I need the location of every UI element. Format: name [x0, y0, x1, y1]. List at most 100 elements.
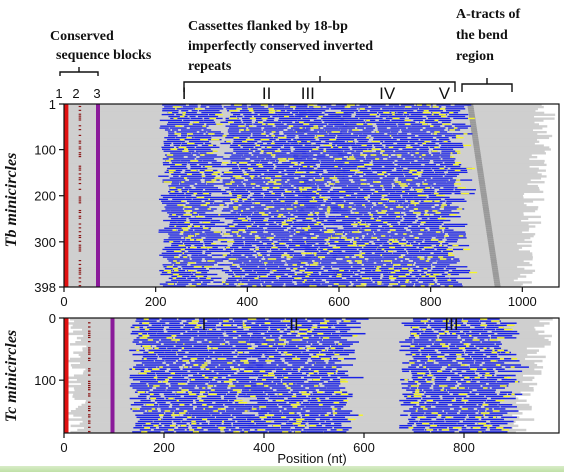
- tb-cassette-segment: [185, 172, 200, 173]
- tb-cassette-segment: [321, 222, 343, 223]
- tb-cassette-segment: [194, 137, 211, 138]
- tb-cassette-segment: [367, 179, 374, 180]
- tc-cassette-segment: [140, 394, 160, 395]
- tb-conserved-mark: [206, 203, 210, 204]
- tb-cassette-segment: [414, 197, 427, 198]
- tc-conserved-mark: [411, 402, 420, 403]
- tc-cassette-segment: [195, 408, 204, 409]
- tb-conserved-mark: [457, 208, 463, 209]
- tb-cassette-segment: [286, 222, 292, 223]
- tb-cassette-segment: [318, 264, 339, 265]
- tb-cassette-segment: [241, 131, 264, 132]
- tc-conserved-mark: [415, 391, 419, 392]
- tc-cassette-segment: [217, 366, 230, 367]
- tb-cassette-segment: [242, 120, 251, 121]
- tc-cassette-segment: [134, 339, 160, 340]
- tb-cassette-segment: [161, 195, 176, 196]
- tb-cassette-segment: [269, 208, 281, 209]
- tb-cassette-segment: [321, 118, 343, 119]
- tb-cassette-segment: [239, 166, 261, 167]
- tb-bend-tract: [484, 218, 490, 220]
- tb-cassette-segment: [366, 174, 388, 175]
- tc-cassette-segment: [214, 371, 237, 372]
- tc-cassette-segment: [447, 389, 473, 390]
- tb-conserved-mark: [279, 243, 284, 244]
- tb-cassette-segment: [411, 151, 428, 152]
- tb-cassette-segment: [196, 187, 218, 188]
- tb-conserved-mark: [223, 255, 227, 256]
- tc-cassette-segment: [248, 425, 268, 426]
- tb-cassette-segment: [420, 243, 440, 244]
- tb-cassette-segment: [296, 241, 305, 242]
- tc-cassette-segment: [468, 414, 484, 415]
- tb-cassette-segment: [306, 206, 315, 207]
- tc-cassette-segment: [331, 345, 339, 346]
- tc-conserved-mark: [259, 417, 266, 418]
- tc-cassette-segment: [321, 377, 337, 378]
- tb-conserved-mark: [203, 228, 209, 229]
- tb-conserved-mark: [398, 243, 406, 244]
- tc-cassette-segment: [435, 360, 452, 361]
- tb-cassette-segment: [195, 274, 218, 275]
- tb-cassette-segment: [446, 110, 460, 111]
- tb-cassette-segment: [259, 278, 277, 279]
- tb-cassette-segment: [322, 258, 336, 259]
- tb-cassette-segment: [341, 131, 347, 132]
- tb-conserved-mark: [258, 166, 262, 167]
- tb-conserved-mark: [230, 181, 234, 182]
- tb-conserved-mark: [197, 283, 201, 284]
- tb-cassette-segment: [253, 195, 264, 196]
- tb-cassette-segment: [291, 228, 297, 229]
- tb-conserved-mark: [313, 125, 318, 126]
- tc-cassette-segment: [150, 322, 165, 323]
- tc-cassette-segment: [161, 423, 172, 424]
- tb-conserved-mark: [304, 272, 313, 273]
- tb-bend-tract: [492, 268, 498, 270]
- tb-conserved-mark: [175, 125, 182, 126]
- tb-cassette-segment: [373, 216, 379, 217]
- tb-cassette-segment: [367, 260, 381, 261]
- tc-conserved-mark: [150, 394, 154, 395]
- tb-cassette-segment: [434, 214, 451, 215]
- tb-cassette-segment: [434, 253, 449, 254]
- tb-conserved-mark: [255, 203, 261, 204]
- tb-conserved-mark: [331, 131, 339, 132]
- tb-cassette-segment: [210, 220, 220, 221]
- tb-cassette-segment: [374, 179, 394, 180]
- tb-cassette-segment: [183, 120, 203, 121]
- tb-cassette-segment: [334, 185, 347, 186]
- tc-conserved-mark: [209, 329, 212, 330]
- tb-cassette-segment: [253, 154, 274, 155]
- tb-bend-tract: [489, 247, 495, 249]
- tc-block-3: [111, 318, 115, 433]
- tb-cassette-segment: [231, 154, 243, 155]
- tc-block-2-mark: [88, 408, 91, 409]
- tc-cassette-segment: [164, 343, 184, 344]
- tb-conserved-mark: [294, 278, 300, 279]
- tc-cassette-segment: [257, 398, 265, 399]
- tb-conserved-mark: [181, 181, 184, 182]
- tc-cassette-segment: [339, 322, 361, 323]
- tc-conserved-mark: [233, 389, 241, 390]
- tb-cassette-segment: [257, 125, 267, 126]
- tb-cassette-segment: [232, 222, 253, 223]
- tc-conserved-mark: [150, 398, 156, 399]
- tc-conserved-mark: [459, 387, 465, 388]
- tb-conserved-mark: [262, 118, 268, 119]
- tb-cassette-segment: [290, 212, 303, 213]
- tb-cassette-segment: [164, 141, 185, 142]
- tc-cassette-segment: [176, 335, 197, 336]
- tb-cassette-segment: [424, 158, 441, 159]
- tb-bend-tract: [475, 158, 481, 160]
- tb-cassette-segment: [431, 141, 442, 142]
- tb-conserved-mark: [345, 216, 349, 217]
- tb-cassette-segment: [416, 262, 433, 263]
- tc-cassette-segment: [447, 366, 469, 367]
- tc-cassette-segment: [322, 343, 335, 344]
- tb-cassette-segment: [225, 251, 231, 252]
- tc-conserved-mark: [422, 423, 429, 424]
- tc-cassette-segment: [197, 358, 204, 359]
- tb-cassette-segment: [284, 195, 295, 196]
- tb-cassette-segment: [358, 168, 368, 169]
- tc-conserved-mark: [423, 366, 426, 367]
